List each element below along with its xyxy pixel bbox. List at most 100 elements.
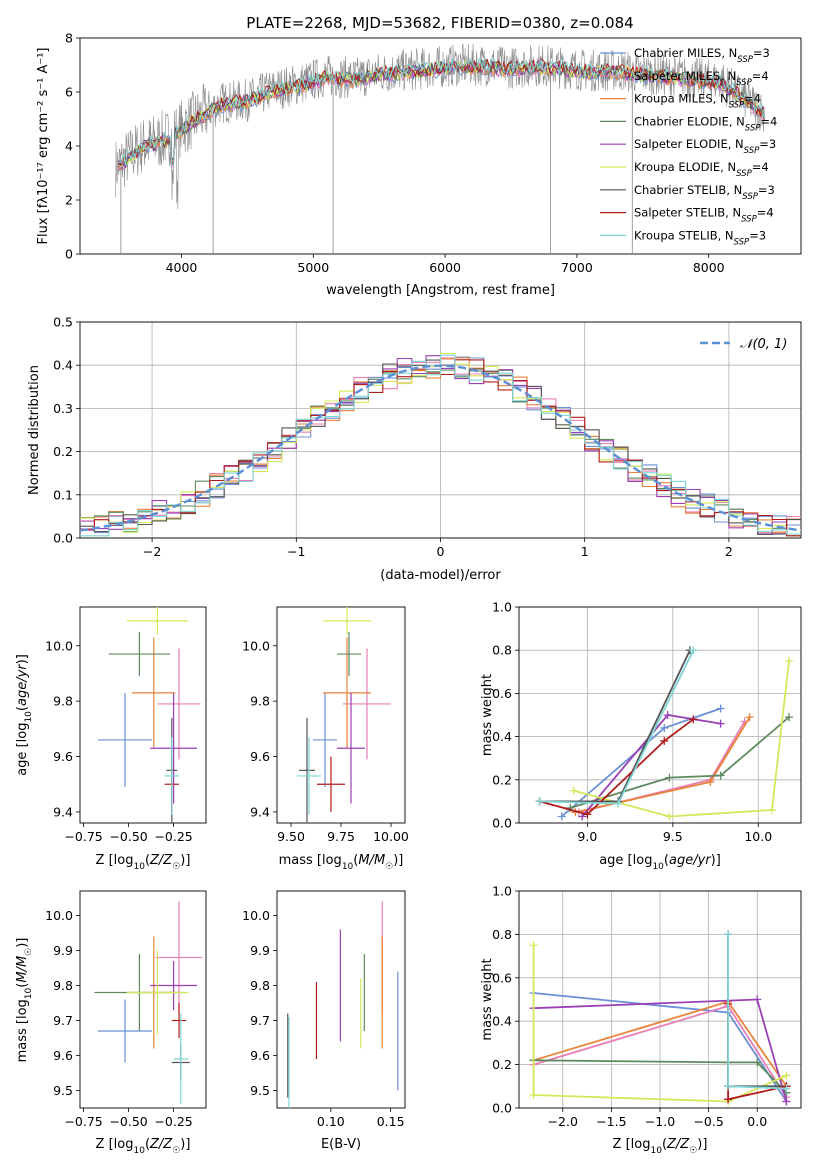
- figure-title: PLATE=2268, MJD=53682, FIBERID=0380, z=0…: [246, 14, 633, 32]
- label-part: 10: [652, 862, 664, 872]
- weight-marker: [745, 713, 754, 722]
- plot-frame: [276, 606, 406, 824]
- x-tick-label: 5000: [297, 260, 329, 275]
- label-part: ☉: [172, 1146, 180, 1156]
- x-tick-label: 10.0: [744, 829, 772, 844]
- legend-sub: SSP: [736, 78, 752, 88]
- x-tick-label: 8000: [693, 260, 725, 275]
- age-vs-mass-panel: 9.50 9.75 10.00 9.4 9.6 9.8 10.0 mass [log10(M/…: [242, 606, 409, 872]
- weight-series-line: [533, 1059, 788, 1094]
- x-tick-label: −0.50: [109, 829, 147, 844]
- legend-label: Salpeter ELODIE, NSSP=3: [634, 137, 776, 156]
- errorbar-point: [108, 631, 170, 677]
- errorbar-point: [171, 1003, 187, 1038]
- label-part: M/M: [358, 853, 385, 868]
- y-tick-label: 10.0: [45, 908, 73, 923]
- y-tick-label: 0.8: [492, 643, 512, 658]
- errorbar-point: [157, 648, 201, 760]
- x-tick-label: 9.5: [663, 829, 683, 844]
- y-tick-label: 0.0: [492, 1101, 512, 1116]
- x-axis-label: wavelength [Angstrom, rest frame]: [326, 283, 555, 298]
- y-tick-label: 9.9: [250, 943, 270, 958]
- x-tick-label: 7000: [561, 260, 593, 275]
- errorbar-point: [337, 692, 365, 804]
- label-part: Z/Z: [149, 1137, 173, 1152]
- weight-marker: [614, 799, 623, 808]
- y-tick-label: 10.0: [242, 638, 270, 653]
- weight-marker: [716, 704, 725, 713]
- x-tick-label: −0.50: [109, 1114, 147, 1129]
- x-tick-label: 9.0: [577, 829, 597, 844]
- legend-sub: SSP: [745, 123, 761, 133]
- errorbar-point: [164, 737, 179, 815]
- y-tick-label: 9.7: [53, 1013, 73, 1028]
- y-axis-label: Normed distribution: [27, 365, 42, 495]
- x-tick-label: −0.25: [154, 829, 192, 844]
- label-part: mass [log: [279, 853, 342, 868]
- spectrum-panel: 4000 5000 6000 7000 8000 0 2 4 6 8 wavelength [Ang…: [36, 31, 802, 298]
- model-spectrum-line: [117, 56, 765, 166]
- x-tick-label: 0.15: [377, 1114, 405, 1129]
- x-tick-label: 0.0: [747, 1114, 767, 1129]
- label-part: Z/Z: [149, 853, 173, 868]
- y-tick-label: 6: [65, 85, 73, 100]
- label-part: )]: [697, 1137, 707, 1152]
- age-vs-metallicity-panel: −0.75 −0.50 −0.259.49.69.810.0Z [log10(Z/Z…: [15, 606, 207, 872]
- label-part: 10: [133, 1146, 145, 1156]
- legend-text: Chabrier MILES, N: [634, 46, 737, 60]
- label-part: )]: [180, 1137, 190, 1152]
- x-tick-label: 2: [725, 544, 733, 559]
- legend-tail: =4: [757, 206, 774, 220]
- x-tick-label: −0.5: [693, 1114, 723, 1129]
- weight-series-line: [539, 718, 694, 816]
- legend-tail: =3: [749, 228, 766, 242]
- x-tick-label: 9.50: [277, 829, 305, 844]
- label-part: age [log: [599, 853, 652, 868]
- y-tick-label: 9.6: [250, 1048, 270, 1063]
- legend-text: Chabrier STELIB, N: [634, 183, 742, 197]
- weight-marker: [660, 723, 669, 732]
- weight-marker: [753, 1058, 762, 1067]
- y-tick-label: 9.4: [53, 804, 73, 819]
- weight-marker: [782, 1071, 791, 1080]
- x-tick-label: 0: [437, 544, 445, 559]
- legend-sub: SSP: [741, 215, 757, 225]
- x-tick-label: 10.00: [373, 829, 409, 844]
- x-axis-label: mass [log10(M/M☉)]: [279, 853, 404, 872]
- weight-marker: [557, 812, 566, 821]
- legend-text: Salpeter STELIB, N: [634, 206, 741, 220]
- label-part: mass [log: [15, 999, 30, 1062]
- label-part: 10: [342, 862, 354, 872]
- weight-marker: [689, 646, 698, 655]
- label-part: 10: [133, 862, 145, 872]
- y-tick-label: 4: [65, 139, 73, 154]
- legend-sub: SSP: [729, 101, 745, 111]
- label-part: ☉: [385, 862, 393, 872]
- x-tick-label: 4000: [166, 260, 198, 275]
- y-tick-label: 0.8: [492, 927, 512, 942]
- weight-marker: [716, 771, 725, 780]
- legend-label: Kroupa STELIB, NSSP=3: [634, 228, 766, 247]
- y-axis-label: age [log10(age/yr)]: [15, 654, 34, 776]
- errorbar-point: [132, 637, 176, 749]
- residuals-panel: −2 −1 0 1 2 0.0 0.1 0.2 0.3 0.4 0.5 𝒩(0, 1) (data-mo…: [27, 315, 802, 583]
- label-part: 10: [24, 711, 34, 723]
- legend-label: Kroupa MILES, NSSP=4: [634, 92, 761, 111]
- mass-vs-metallicity-panel: −0.75 −0.50 −0.25 9.5 9.6 9.7 9.8 9.9 10.0 Z [log…: [15, 890, 207, 1156]
- y-tick-label: 9.8: [250, 694, 270, 709]
- weight-marker: [665, 773, 674, 782]
- weight-series-line: [532, 945, 787, 1103]
- y-tick-label: 0.2: [492, 1057, 512, 1072]
- x-tick-label: −2.0: [548, 1114, 578, 1129]
- label-part: M/M: [15, 956, 30, 983]
- legend-tail: =3: [753, 46, 770, 60]
- plot-frame: [518, 606, 802, 824]
- label-part: (: [145, 853, 150, 868]
- weight-marker: [529, 941, 538, 950]
- label-part: ☉: [24, 948, 34, 956]
- x-tick-label: −2: [143, 544, 161, 559]
- weight-marker: [583, 810, 592, 819]
- y-tick-label: 9.8: [250, 978, 270, 993]
- y-tick-label: 0.1: [53, 487, 73, 502]
- weight-marker: [782, 1084, 791, 1093]
